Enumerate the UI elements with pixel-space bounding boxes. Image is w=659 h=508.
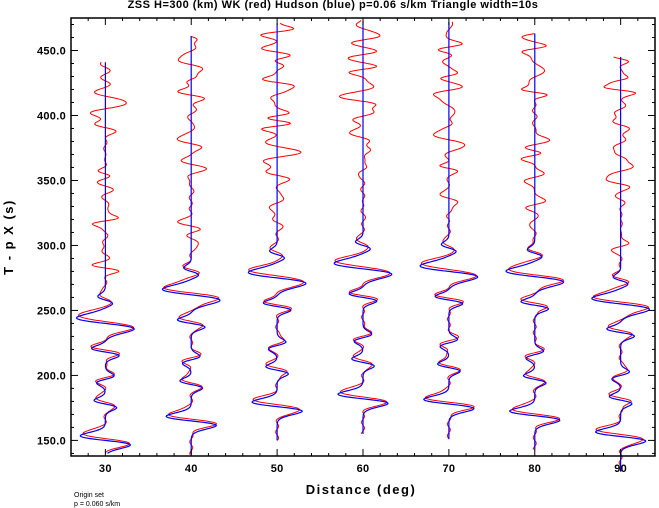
x-tick-label: 60 xyxy=(357,463,370,475)
footer-origin-note: Origin set xyxy=(74,492,104,499)
wk-trace-40 xyxy=(163,35,220,455)
axes-layer: 30 40 50 60 70 80 90 150.0 200.0 250.0 300.0 350.0 4… xyxy=(37,18,656,475)
x-tick-label: 50 xyxy=(271,463,284,475)
hudson-trace-70 xyxy=(419,21,479,440)
y-axis-label: T - p X (s) xyxy=(1,199,16,275)
y-tick-label: 300.0 xyxy=(37,240,66,252)
hudson-trace-60 xyxy=(333,20,393,434)
y-tick-label: 200.0 xyxy=(37,370,66,382)
wk-trace-70 xyxy=(420,21,477,440)
wk-trace-80 xyxy=(508,33,565,450)
hudson-trace-80 xyxy=(505,33,565,450)
y-tick-label: 150.0 xyxy=(37,435,66,447)
chart-title: ZSS H=300 (km) WK (red) Hudson (blue) p=… xyxy=(128,0,539,11)
trace-layer xyxy=(75,20,651,472)
y-tick-label: 250.0 xyxy=(37,305,66,317)
hudson-trace-90 xyxy=(591,57,651,472)
wk-trace-50 xyxy=(248,22,304,441)
hudson-trace-30 xyxy=(75,62,135,454)
x-tick-label: 80 xyxy=(528,463,541,475)
x-tick-label: 70 xyxy=(442,463,455,475)
y-tick-label: 350.0 xyxy=(37,175,66,187)
x-axis-label: Distance (deg) xyxy=(306,482,417,497)
x-tick-label: 40 xyxy=(185,463,198,475)
x-tick-label: 90 xyxy=(614,463,627,475)
y-tick-label: 450.0 xyxy=(37,45,66,57)
wk-trace-30 xyxy=(78,61,134,454)
x-tick-label: 30 xyxy=(99,463,112,475)
hudson-trace-40 xyxy=(161,36,221,455)
footer-slowness-note: p = 0.060 s/km xyxy=(74,501,120,508)
y-tick-label: 400.0 xyxy=(37,110,66,122)
hudson-trace-50 xyxy=(247,23,307,441)
